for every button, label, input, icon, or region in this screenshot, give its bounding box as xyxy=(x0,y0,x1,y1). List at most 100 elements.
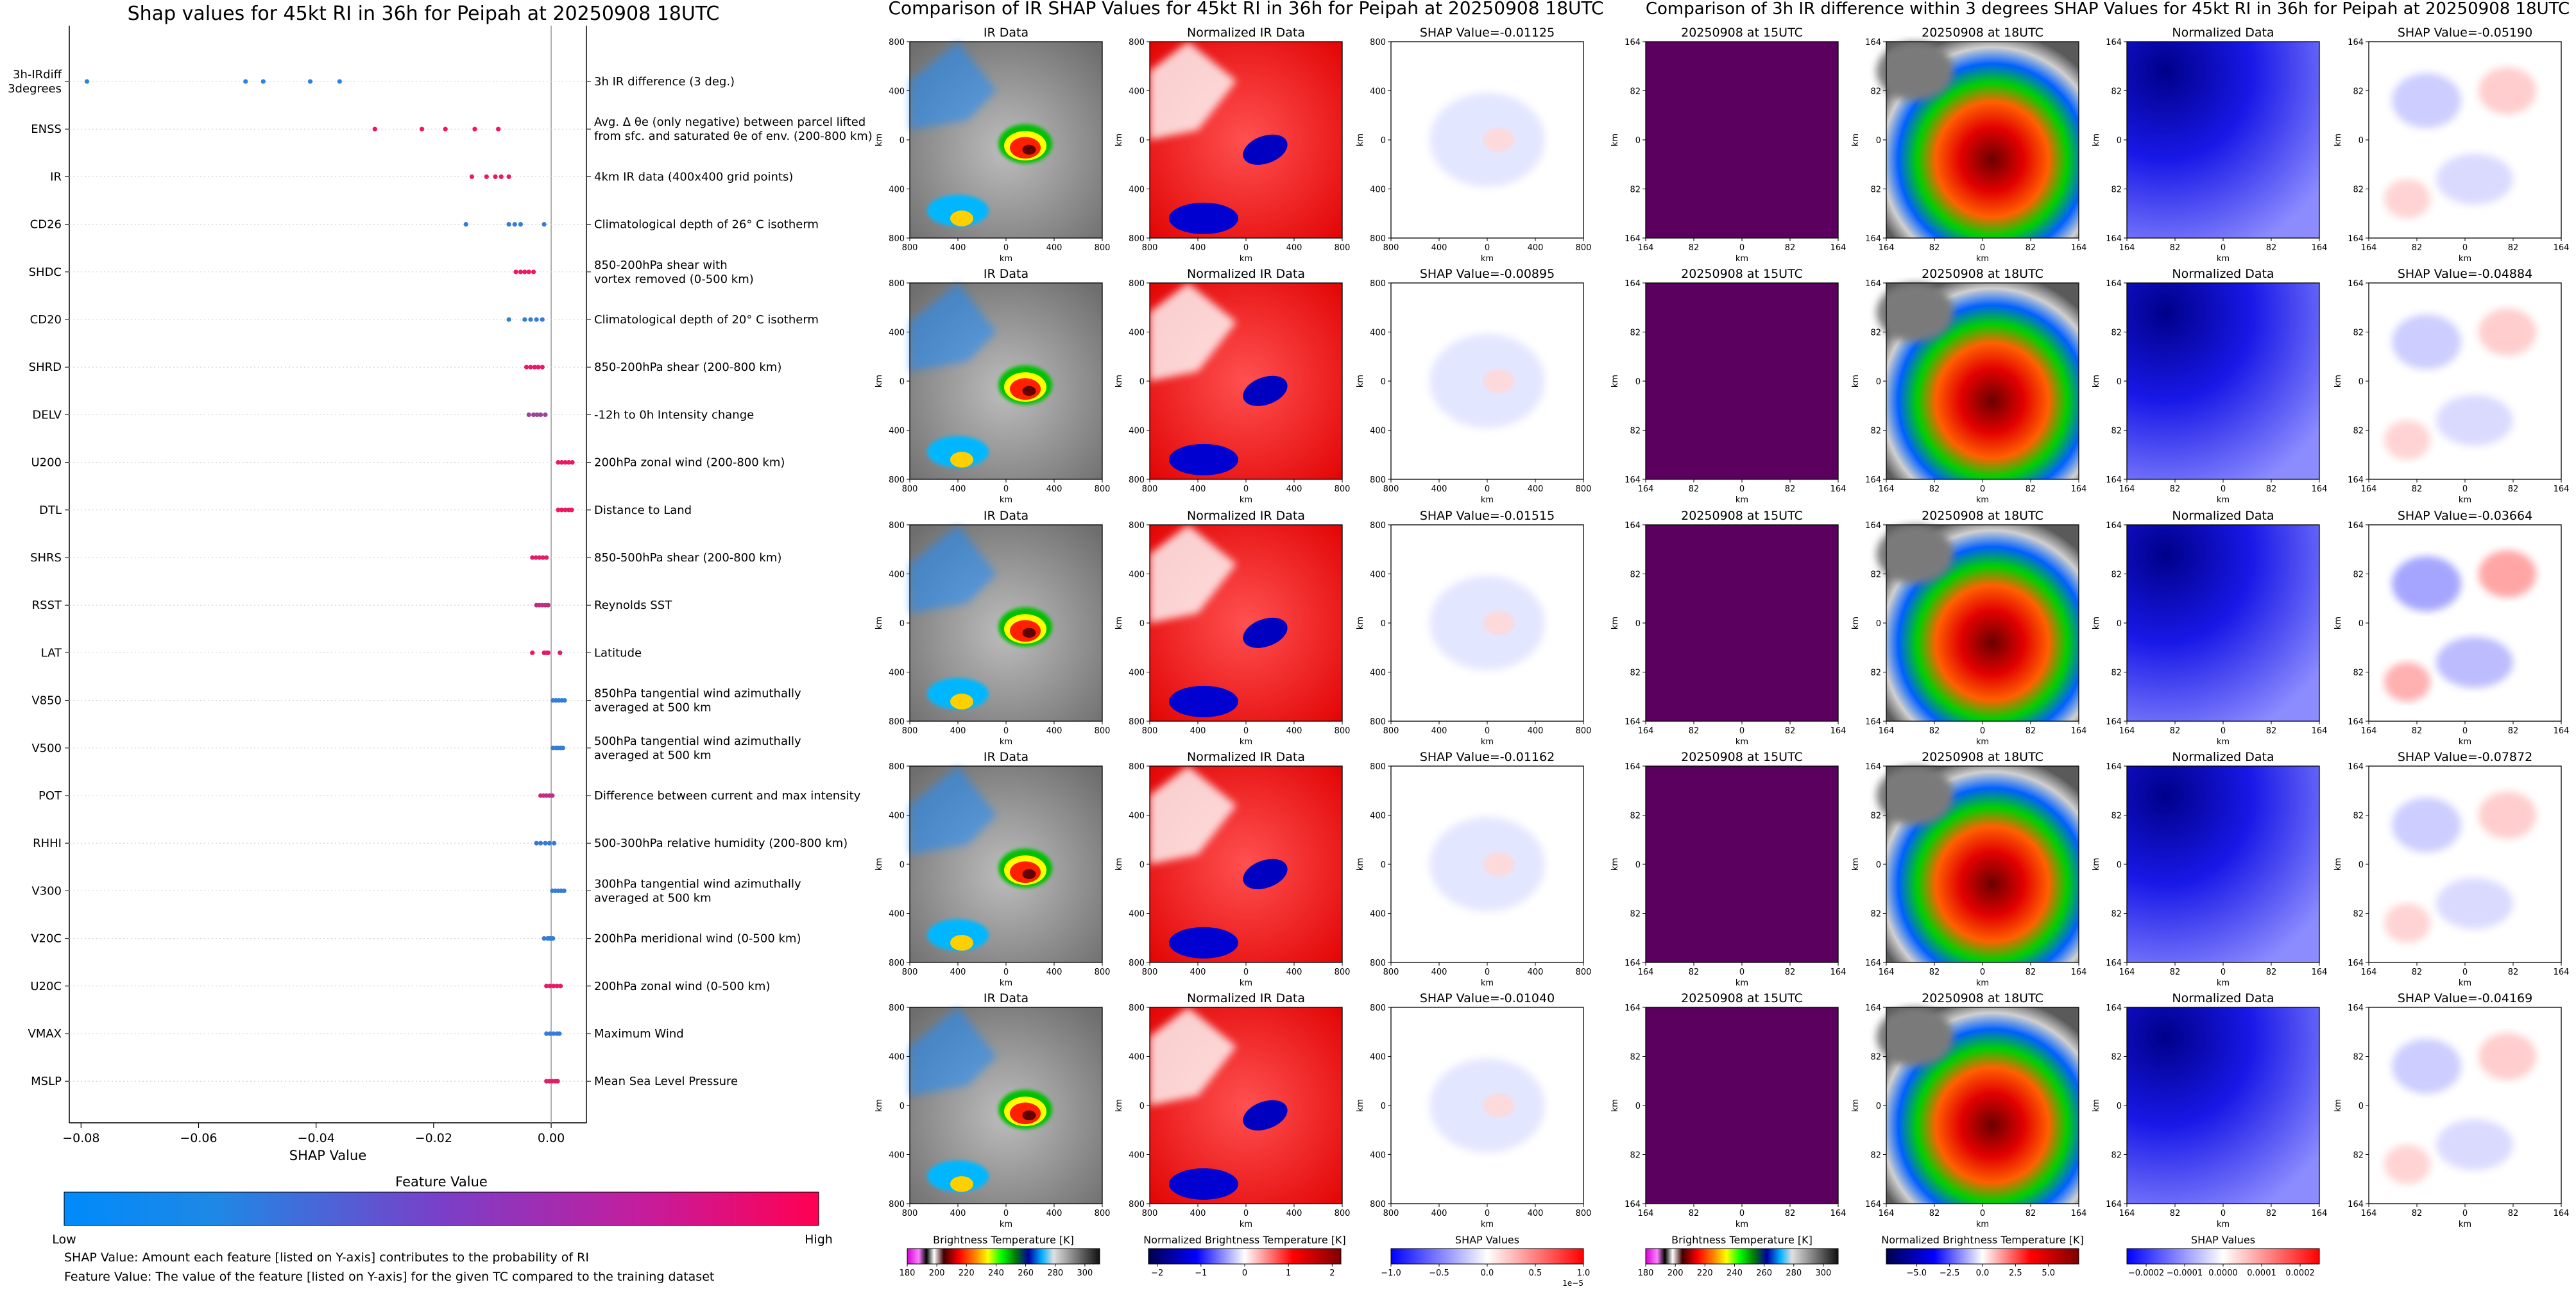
y-axis-label: km xyxy=(1356,1099,1365,1112)
diff-normalized-image xyxy=(2127,525,2319,721)
y-tick-label: 164 xyxy=(1865,1200,1881,1209)
x-tick-label: 400 xyxy=(1528,968,1544,977)
ir-shap-red-area xyxy=(1483,1093,1514,1118)
cloud-core-south xyxy=(950,1176,973,1192)
x-tick-label: 800 xyxy=(1383,1209,1399,1218)
colorbar-tick-label: 240 xyxy=(988,1268,1004,1278)
y-tick-label: 0 xyxy=(2358,1102,2364,1111)
y-axis-label: km xyxy=(2092,617,2101,629)
x-axis-label: km xyxy=(2459,737,2471,747)
y-tick-label: 400 xyxy=(889,570,905,580)
y-axis-label: km xyxy=(2333,133,2343,146)
x-tick-label: 164 xyxy=(2119,968,2135,977)
x-axis-label: km xyxy=(2217,254,2230,264)
feature-name: RSST xyxy=(32,599,62,612)
normalized-south xyxy=(1169,443,1238,475)
colorbar-tick-label: −5.0 xyxy=(1906,1268,1927,1278)
y-axis-label: km xyxy=(874,617,884,629)
y-tick-label: 82 xyxy=(1630,812,1641,821)
y-tick-label: 400 xyxy=(889,1053,905,1063)
y-axis-label: km xyxy=(2333,617,2343,629)
feature-name: U200 xyxy=(31,456,62,470)
shap-point xyxy=(534,841,539,846)
y-tick-label: 164 xyxy=(1625,38,1641,47)
feature-name: MSLP xyxy=(31,1075,62,1088)
colorbar-bar xyxy=(1390,1248,1584,1265)
feature-description: 850-500hPa shear (200-800 km) xyxy=(594,551,781,565)
normalized-south xyxy=(1169,202,1238,234)
x-tick-label: 82 xyxy=(1929,968,1940,977)
ir-panel-title: IR Data xyxy=(984,750,1028,764)
diff-normalized-image xyxy=(2127,283,2319,479)
y-tick-label: 0 xyxy=(2117,860,2122,870)
colorbar-bar xyxy=(1148,1248,1342,1265)
x-tick-label: 82 xyxy=(2026,484,2036,494)
shap-point xyxy=(531,269,536,275)
feature-description: from sfc. and saturated θe of env. (200-… xyxy=(594,130,873,143)
y-tick-label: 164 xyxy=(2106,521,2122,531)
x-tick-label: 400 xyxy=(1528,1209,1544,1218)
x-tick-label: 164 xyxy=(2071,968,2087,977)
x-tick-label: 82 xyxy=(2508,484,2519,494)
middle-section-title: Comparison of IR SHAP Values for 45kt RI… xyxy=(888,0,1603,19)
x-tick-label: 164 xyxy=(2312,484,2328,494)
cloud-core-south xyxy=(950,694,973,710)
x-tick-label: 800 xyxy=(1576,968,1592,977)
y-tick-label: 0 xyxy=(1381,619,1386,629)
normalized-panel-title: Normalized IR Data xyxy=(1187,26,1305,40)
normalized-panel-title: Normalized IR Data xyxy=(1187,991,1305,1005)
x-tick-label: 82 xyxy=(1785,968,1796,977)
x-tick-label: 800 xyxy=(902,1209,918,1218)
ir-shap-red-area xyxy=(1483,128,1514,152)
shap-point xyxy=(528,364,533,370)
feature-name: SHRS xyxy=(30,551,62,565)
x-tick-label: 164 xyxy=(1830,243,1847,253)
x-tick-label: 82 xyxy=(1785,484,1796,494)
y-tick-label: 82 xyxy=(1870,669,1881,678)
x-axis-label: km xyxy=(1240,737,1252,747)
normalized-storm xyxy=(1243,617,1288,648)
x-tick-label: 800 xyxy=(1576,1209,1592,1218)
y-tick-label: 800 xyxy=(1129,279,1145,289)
y-tick-label: 164 xyxy=(1865,475,1881,485)
diff-normalized-title: Normalized Data xyxy=(2172,991,2274,1005)
x-tick-label: 82 xyxy=(2026,1209,2036,1218)
y-tick-label: 0 xyxy=(1876,860,1881,870)
y-tick-label: 82 xyxy=(1630,87,1641,97)
y-axis-label: km xyxy=(1851,617,1861,629)
x-tick-label: 0 xyxy=(2221,484,2226,494)
y-tick-label: 400 xyxy=(1129,570,1145,580)
x-tick-label: 0 xyxy=(2462,726,2468,736)
x-tick-label: 400 xyxy=(1286,726,1302,736)
feature-description: 500hPa tangential wind azimuthally xyxy=(594,735,801,748)
y-tick-label: 164 xyxy=(1625,959,1641,968)
y-tick-label: 82 xyxy=(2353,812,2364,821)
y-axis-label: km xyxy=(874,1099,884,1112)
x-tick-label: 0 xyxy=(1243,484,1249,494)
x-tick-label: 82 xyxy=(2508,726,2519,736)
feature-description: 850hPa tangential wind azimuthally xyxy=(594,687,801,701)
x-tick-label: 82 xyxy=(2170,726,2181,736)
x-tick-label: 0 xyxy=(1243,726,1249,736)
normalized-storm xyxy=(1243,858,1288,889)
diff-15utc-image xyxy=(1646,525,1838,721)
shap-point xyxy=(443,126,448,132)
diff-clear-sky xyxy=(1877,283,1954,342)
y-axis-label: km xyxy=(874,375,884,388)
feature-description: Difference between current and max inten… xyxy=(594,789,861,803)
y-axis-label: km xyxy=(1610,1099,1620,1112)
y-tick-label: 400 xyxy=(889,185,905,195)
x-axis-label: km xyxy=(2217,737,2230,747)
shap-point xyxy=(518,269,524,275)
colorbar-tick-label: −0.0001 xyxy=(2167,1268,2203,1278)
colorbar-bar xyxy=(1886,1248,2079,1265)
x-axis-label: SHAP Value xyxy=(289,1148,367,1163)
x-tick-label: 82 xyxy=(1785,726,1796,736)
x-tick-label: 164 xyxy=(1830,484,1847,494)
normalized-cloud-white xyxy=(1150,766,1236,864)
x-tick-label: 400 xyxy=(1286,484,1302,494)
y-tick-label: 0 xyxy=(1139,1102,1145,1111)
y-tick-label: 0 xyxy=(1381,1102,1386,1111)
storm-eye xyxy=(1022,1110,1036,1120)
shap-point xyxy=(540,364,545,370)
